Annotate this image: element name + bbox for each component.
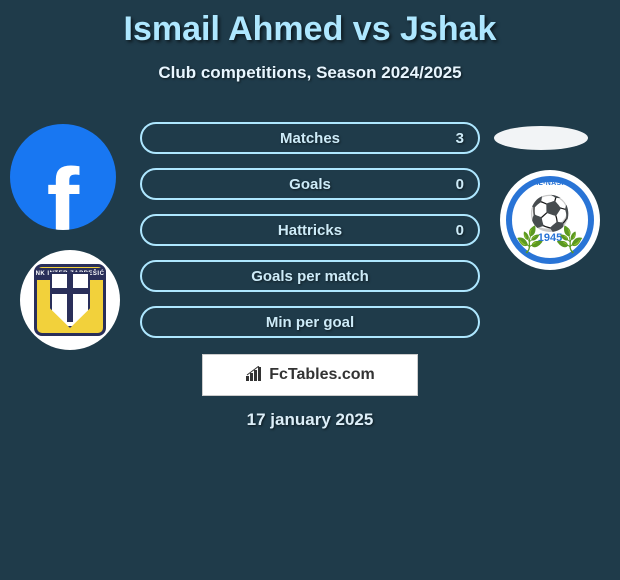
club2-ellipse [494,126,588,150]
stat-row: Matches 3 [140,122,480,154]
club1-badge: NK INTER ZAPREŠIĆ [20,250,120,350]
chart-icon [245,366,263,385]
facebook-icon: f [10,124,116,230]
stat-label: Matches [142,130,478,147]
stats-list: Matches 3 Goals 0 Hattricks 0 Goals per … [140,122,480,352]
page-subtitle: Club competitions, Season 2024/2025 [0,63,620,83]
stat-label: Hattricks [142,222,478,239]
brand-text: FcTables.com [269,366,375,384]
stat-label: Goals [142,176,478,193]
stat-right-value: 0 [456,222,464,239]
stat-right-value: 0 [456,176,464,193]
date-text: 17 january 2025 [0,410,620,430]
page-title: Ismail Ahmed vs Jshak [0,0,620,49]
stat-label: Min per goal [142,314,478,331]
stat-row: Hattricks 0 [140,214,480,246]
facebook-badge[interactable]: f [10,124,116,230]
stat-row: Goals per match [140,260,480,292]
brand-link[interactable]: FcTables.com [202,354,418,396]
stat-row: Min per goal [140,306,480,338]
stat-label: Goals per match [142,268,478,285]
stat-right-value: 3 [456,130,464,147]
stat-row: Goals 0 [140,168,480,200]
club2-name: AL-NASR [500,180,600,187]
club2-badge: AL-NASR ⚽ 1945 🌿 🌿 [500,170,600,270]
